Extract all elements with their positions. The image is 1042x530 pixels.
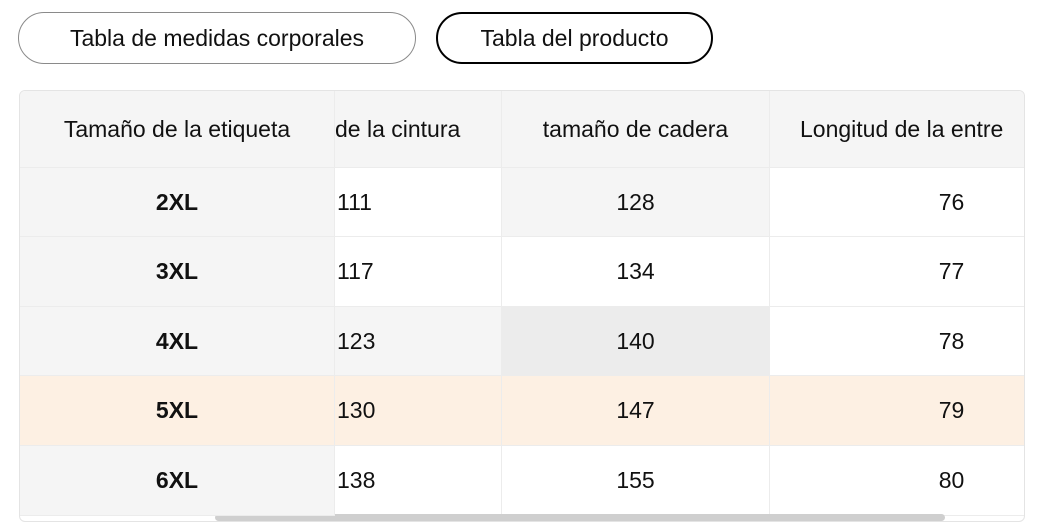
size-table: Tamaño de la etiqueta de la cintura tamaño… xyxy=(19,90,1025,522)
table-cell: 140 xyxy=(502,307,770,376)
table-cell: 130 xyxy=(335,376,502,446)
scrollbar[interactable] xyxy=(215,514,945,521)
table-cell: 128 xyxy=(502,168,770,237)
table-cell: 78 xyxy=(770,307,1024,376)
table-cell: 80 xyxy=(770,446,1024,516)
size-label: 3XL xyxy=(20,237,335,307)
table-cell: 79 xyxy=(770,376,1024,446)
table-cell: 76 xyxy=(770,168,1024,237)
header-cell: tamaño de cadera xyxy=(502,91,770,168)
table-cell: 123 xyxy=(335,307,502,376)
size-label: 5XL xyxy=(20,376,335,446)
header-cell: de la cintura xyxy=(335,91,502,168)
table-cell: 134 xyxy=(502,237,770,307)
table-cell: 117 xyxy=(335,237,502,307)
tab[interactable]: Tabla de medidas corporales xyxy=(18,12,416,64)
size-label: 6XL xyxy=(20,446,335,516)
table-cell: 111 xyxy=(335,168,502,237)
table-cell: 155 xyxy=(502,446,770,516)
size-label: 2XL xyxy=(20,168,335,237)
table-cell: 147 xyxy=(502,376,770,446)
header-cell: Tamaño de la etiqueta xyxy=(20,91,335,168)
table-cell: 138 xyxy=(335,446,502,516)
size-label: 4XL xyxy=(20,307,335,376)
header-cell: Longitud de la entre xyxy=(770,91,1024,168)
tab-active[interactable]: Tabla del producto xyxy=(436,12,713,64)
table-cell: 77 xyxy=(770,237,1024,307)
